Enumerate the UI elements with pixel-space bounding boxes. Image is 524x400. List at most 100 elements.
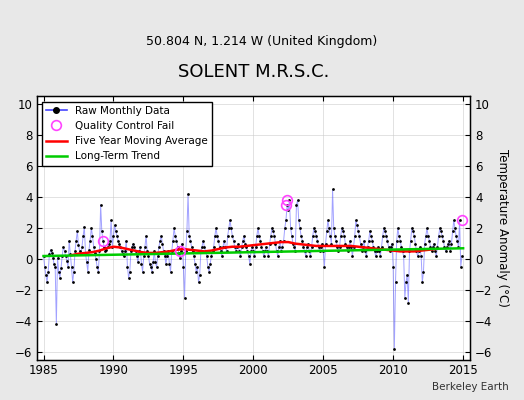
Point bbox=[201, 248, 210, 254]
Point bbox=[54, 268, 63, 275]
Point bbox=[106, 237, 114, 244]
Point bbox=[156, 237, 164, 244]
Point bbox=[329, 186, 337, 193]
Point bbox=[446, 248, 454, 254]
Point bbox=[105, 240, 113, 247]
Point bbox=[221, 244, 230, 250]
Point bbox=[290, 244, 298, 250]
Point bbox=[257, 244, 266, 250]
Point bbox=[367, 233, 375, 239]
Point bbox=[266, 240, 274, 247]
Point bbox=[179, 264, 188, 270]
Point bbox=[204, 264, 212, 270]
Point bbox=[428, 248, 436, 254]
Point bbox=[206, 260, 214, 267]
Point bbox=[72, 237, 80, 244]
Point bbox=[323, 228, 331, 234]
Point bbox=[435, 225, 444, 231]
Point bbox=[404, 299, 412, 306]
Point bbox=[111, 222, 119, 228]
Point bbox=[419, 268, 428, 275]
Point bbox=[312, 233, 321, 239]
Legend: Raw Monthly Data, Quality Control Fail, Five Year Moving Average, Long-Term Tren: Raw Monthly Data, Quality Control Fail, … bbox=[42, 102, 212, 166]
Point bbox=[158, 240, 167, 247]
Point bbox=[425, 237, 433, 244]
Point bbox=[452, 233, 460, 239]
Point bbox=[205, 268, 213, 275]
Point bbox=[217, 253, 226, 259]
Point bbox=[56, 274, 64, 281]
Point bbox=[399, 253, 408, 259]
Point bbox=[134, 259, 142, 266]
Point bbox=[97, 228, 106, 234]
Point bbox=[271, 240, 280, 247]
Point bbox=[96, 202, 105, 208]
Point bbox=[366, 228, 374, 234]
Point bbox=[100, 244, 108, 250]
Point bbox=[256, 237, 265, 244]
Point bbox=[407, 237, 415, 244]
Point bbox=[350, 244, 358, 250]
Y-axis label: Temperature Anomaly (°C): Temperature Anomaly (°C) bbox=[496, 149, 509, 307]
Point bbox=[378, 233, 387, 239]
Point bbox=[283, 202, 291, 208]
Point bbox=[235, 248, 244, 254]
Point bbox=[232, 248, 240, 254]
Point bbox=[449, 228, 457, 234]
Point bbox=[110, 233, 118, 239]
Point bbox=[227, 225, 235, 231]
Title: SOLENT M.R.S.C.: SOLENT M.R.S.C. bbox=[178, 63, 329, 81]
Point bbox=[213, 233, 221, 239]
Point bbox=[87, 225, 95, 231]
Point bbox=[79, 233, 88, 239]
Point bbox=[456, 264, 465, 270]
Point bbox=[69, 279, 77, 286]
Point bbox=[73, 228, 82, 234]
Point bbox=[443, 244, 451, 250]
Point bbox=[92, 256, 100, 262]
Point bbox=[363, 244, 372, 250]
Point bbox=[207, 253, 215, 259]
Point bbox=[288, 233, 296, 239]
Point bbox=[268, 225, 276, 231]
Point bbox=[169, 237, 177, 244]
Point bbox=[80, 223, 89, 230]
Point bbox=[222, 248, 231, 254]
Point bbox=[136, 244, 145, 250]
Point bbox=[357, 248, 366, 254]
Point bbox=[81, 250, 90, 256]
Point bbox=[124, 274, 133, 281]
Point bbox=[433, 244, 442, 250]
Point bbox=[354, 228, 363, 234]
Point bbox=[437, 228, 445, 234]
Point bbox=[418, 279, 427, 286]
Point bbox=[296, 225, 304, 231]
Point bbox=[447, 240, 456, 247]
Point bbox=[130, 244, 139, 250]
Point bbox=[211, 233, 219, 239]
Point bbox=[172, 237, 181, 244]
Point bbox=[377, 244, 386, 250]
Point bbox=[401, 295, 409, 301]
Point bbox=[60, 248, 69, 254]
Point bbox=[215, 244, 224, 250]
Point bbox=[42, 272, 50, 278]
Point bbox=[168, 248, 176, 254]
Point bbox=[171, 233, 179, 239]
Point bbox=[226, 217, 234, 224]
Point bbox=[85, 247, 93, 253]
Point bbox=[46, 247, 54, 253]
Point bbox=[193, 264, 202, 270]
Point bbox=[342, 244, 351, 250]
Point bbox=[45, 251, 53, 258]
Point bbox=[430, 240, 438, 247]
Point bbox=[139, 253, 148, 259]
Point bbox=[219, 244, 227, 250]
Point bbox=[408, 225, 416, 231]
Point bbox=[347, 244, 355, 250]
Point bbox=[434, 233, 443, 239]
Point bbox=[84, 268, 92, 275]
Point bbox=[422, 233, 430, 239]
Point bbox=[280, 225, 289, 231]
Point bbox=[250, 253, 259, 259]
